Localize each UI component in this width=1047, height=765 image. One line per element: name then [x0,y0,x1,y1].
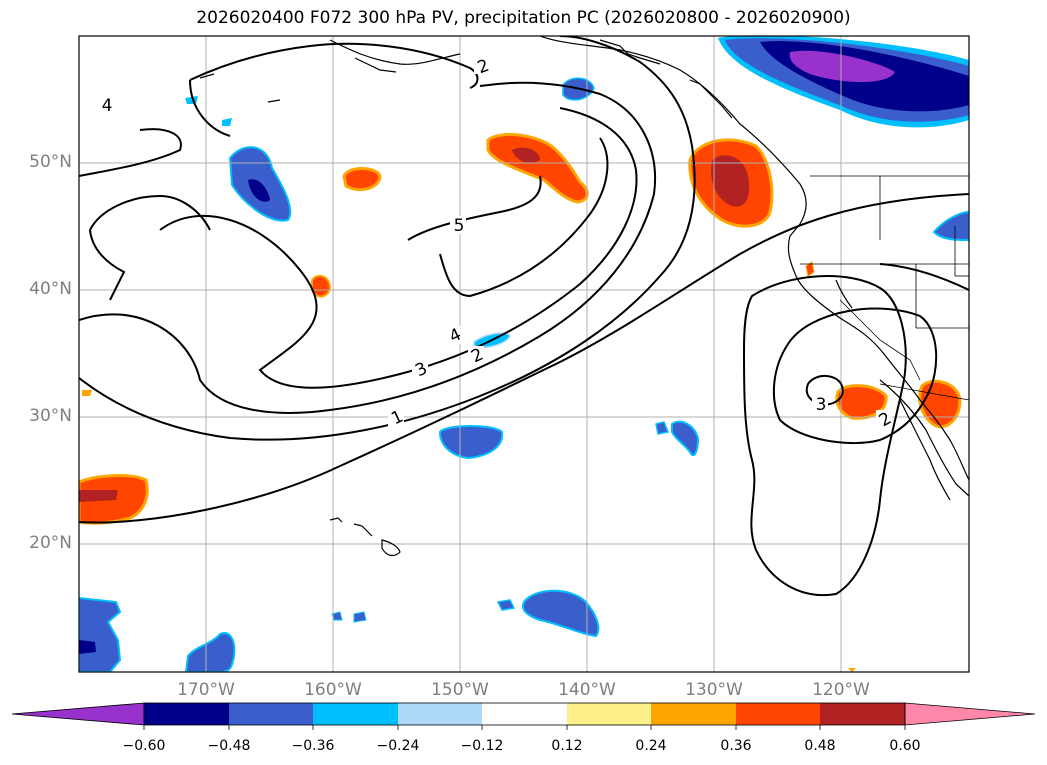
precip-negative-region [184,632,236,672]
pv-contour-2-south [742,275,907,597]
colorbar-segment [820,703,905,725]
lon-label-130w: 130°W [685,680,743,700]
colorbar-extend-low [11,702,145,726]
pv-contour-west [89,229,126,301]
pv-contours [79,36,969,597]
precip-negative-region [222,118,232,126]
lon-label-150w: 150°W [431,680,489,700]
pv-contour-north [79,128,182,177]
colorbar-tick-label: 0.36 [720,738,752,754]
colorbar-tick-label: −0.24 [376,738,420,754]
precip-positive-region [848,668,856,672]
colorbar-tick-label: 0.48 [804,738,836,754]
political-borders [800,175,969,401]
lon-label-140w: 140°W [558,680,616,700]
map-content: 4 2 5 4 3 2 1 3 2 [79,36,969,672]
lon-label-170w: 170°W [177,680,235,700]
lon-label-120w: 120°W [812,680,870,700]
pv-contour-east [879,263,969,291]
pv-contour-inner [805,375,844,406]
lat-label-40n: 40°N [29,279,72,299]
pv-contour-5 [407,175,542,241]
pv-contour-3 [79,81,656,414]
lat-label-50n: 50°N [29,152,72,172]
pv-contour-5 [439,137,609,298]
colorbar-tick-label: 0.60 [889,738,921,754]
colorbar-segment [144,703,229,725]
pv-contour-west [89,194,211,231]
precip-positive-region [805,261,815,277]
map-frame [78,35,970,673]
precip-positive-region [512,147,540,163]
contour-label: 5 [454,216,465,236]
precip-negative-region [79,596,122,672]
precip-positive-region [918,379,962,429]
lat-label-30n: 30°N [29,406,72,426]
colorbar-segment [398,703,482,725]
colorbar-tick-label: −0.36 [291,738,335,754]
precip-negative-region [655,421,670,435]
map-title: 2026020400 F072 300 hPa PV, precipitatio… [196,8,851,28]
coastlines [199,36,969,557]
colorbar-tick-label: −0.48 [207,738,251,754]
colorbar-tick-label: 0.12 [551,738,583,754]
colorbar-segment [229,703,313,725]
pv-contour-2 [79,36,696,441]
pv-contour-3-south [772,307,938,445]
colorbar-tick-label: −0.60 [122,738,166,754]
lat-label-20n: 20°N [29,533,72,553]
precip-positive-region [710,155,750,207]
precip-negative-region [932,210,969,241]
precip-negative-region [671,420,700,457]
contour-label: 4 [102,96,113,116]
pv-contour-north [189,79,231,137]
pv-contour-1 [79,193,969,524]
precip-negative-region [789,50,895,82]
contour-labels: 4 2 5 4 3 2 1 3 2 [98,56,895,431]
colorbar [11,702,1036,730]
precip-positive-region [82,390,92,396]
precip-negative-region [79,640,96,654]
colorbar-tick-label: 0.24 [635,738,667,754]
pv-contour-north [189,42,479,89]
colorbar-segment [313,703,398,725]
graticule [79,36,969,672]
colorbar-tick-label: −0.12 [460,738,504,754]
colorbar-segment [482,703,567,725]
precip-positive-region [79,490,118,502]
colorbar-extend-high [904,702,1036,726]
colorbar-segment [567,703,651,725]
lon-label-160w: 160°W [304,680,362,700]
precip-negative-region [353,611,367,623]
colorbar-segment [736,703,820,725]
precip-negative-region [248,179,270,202]
contour-label: 3 [816,395,827,415]
precip-positive-region [342,167,382,192]
precip-negative-region [522,589,600,638]
precip-negative-region [496,599,516,611]
colorbar-tick-marks [143,725,906,730]
precip-fill [79,36,969,672]
pv-contour-4 [159,107,638,389]
precip-negative-region [438,425,504,460]
colorbar-segment [651,703,736,725]
